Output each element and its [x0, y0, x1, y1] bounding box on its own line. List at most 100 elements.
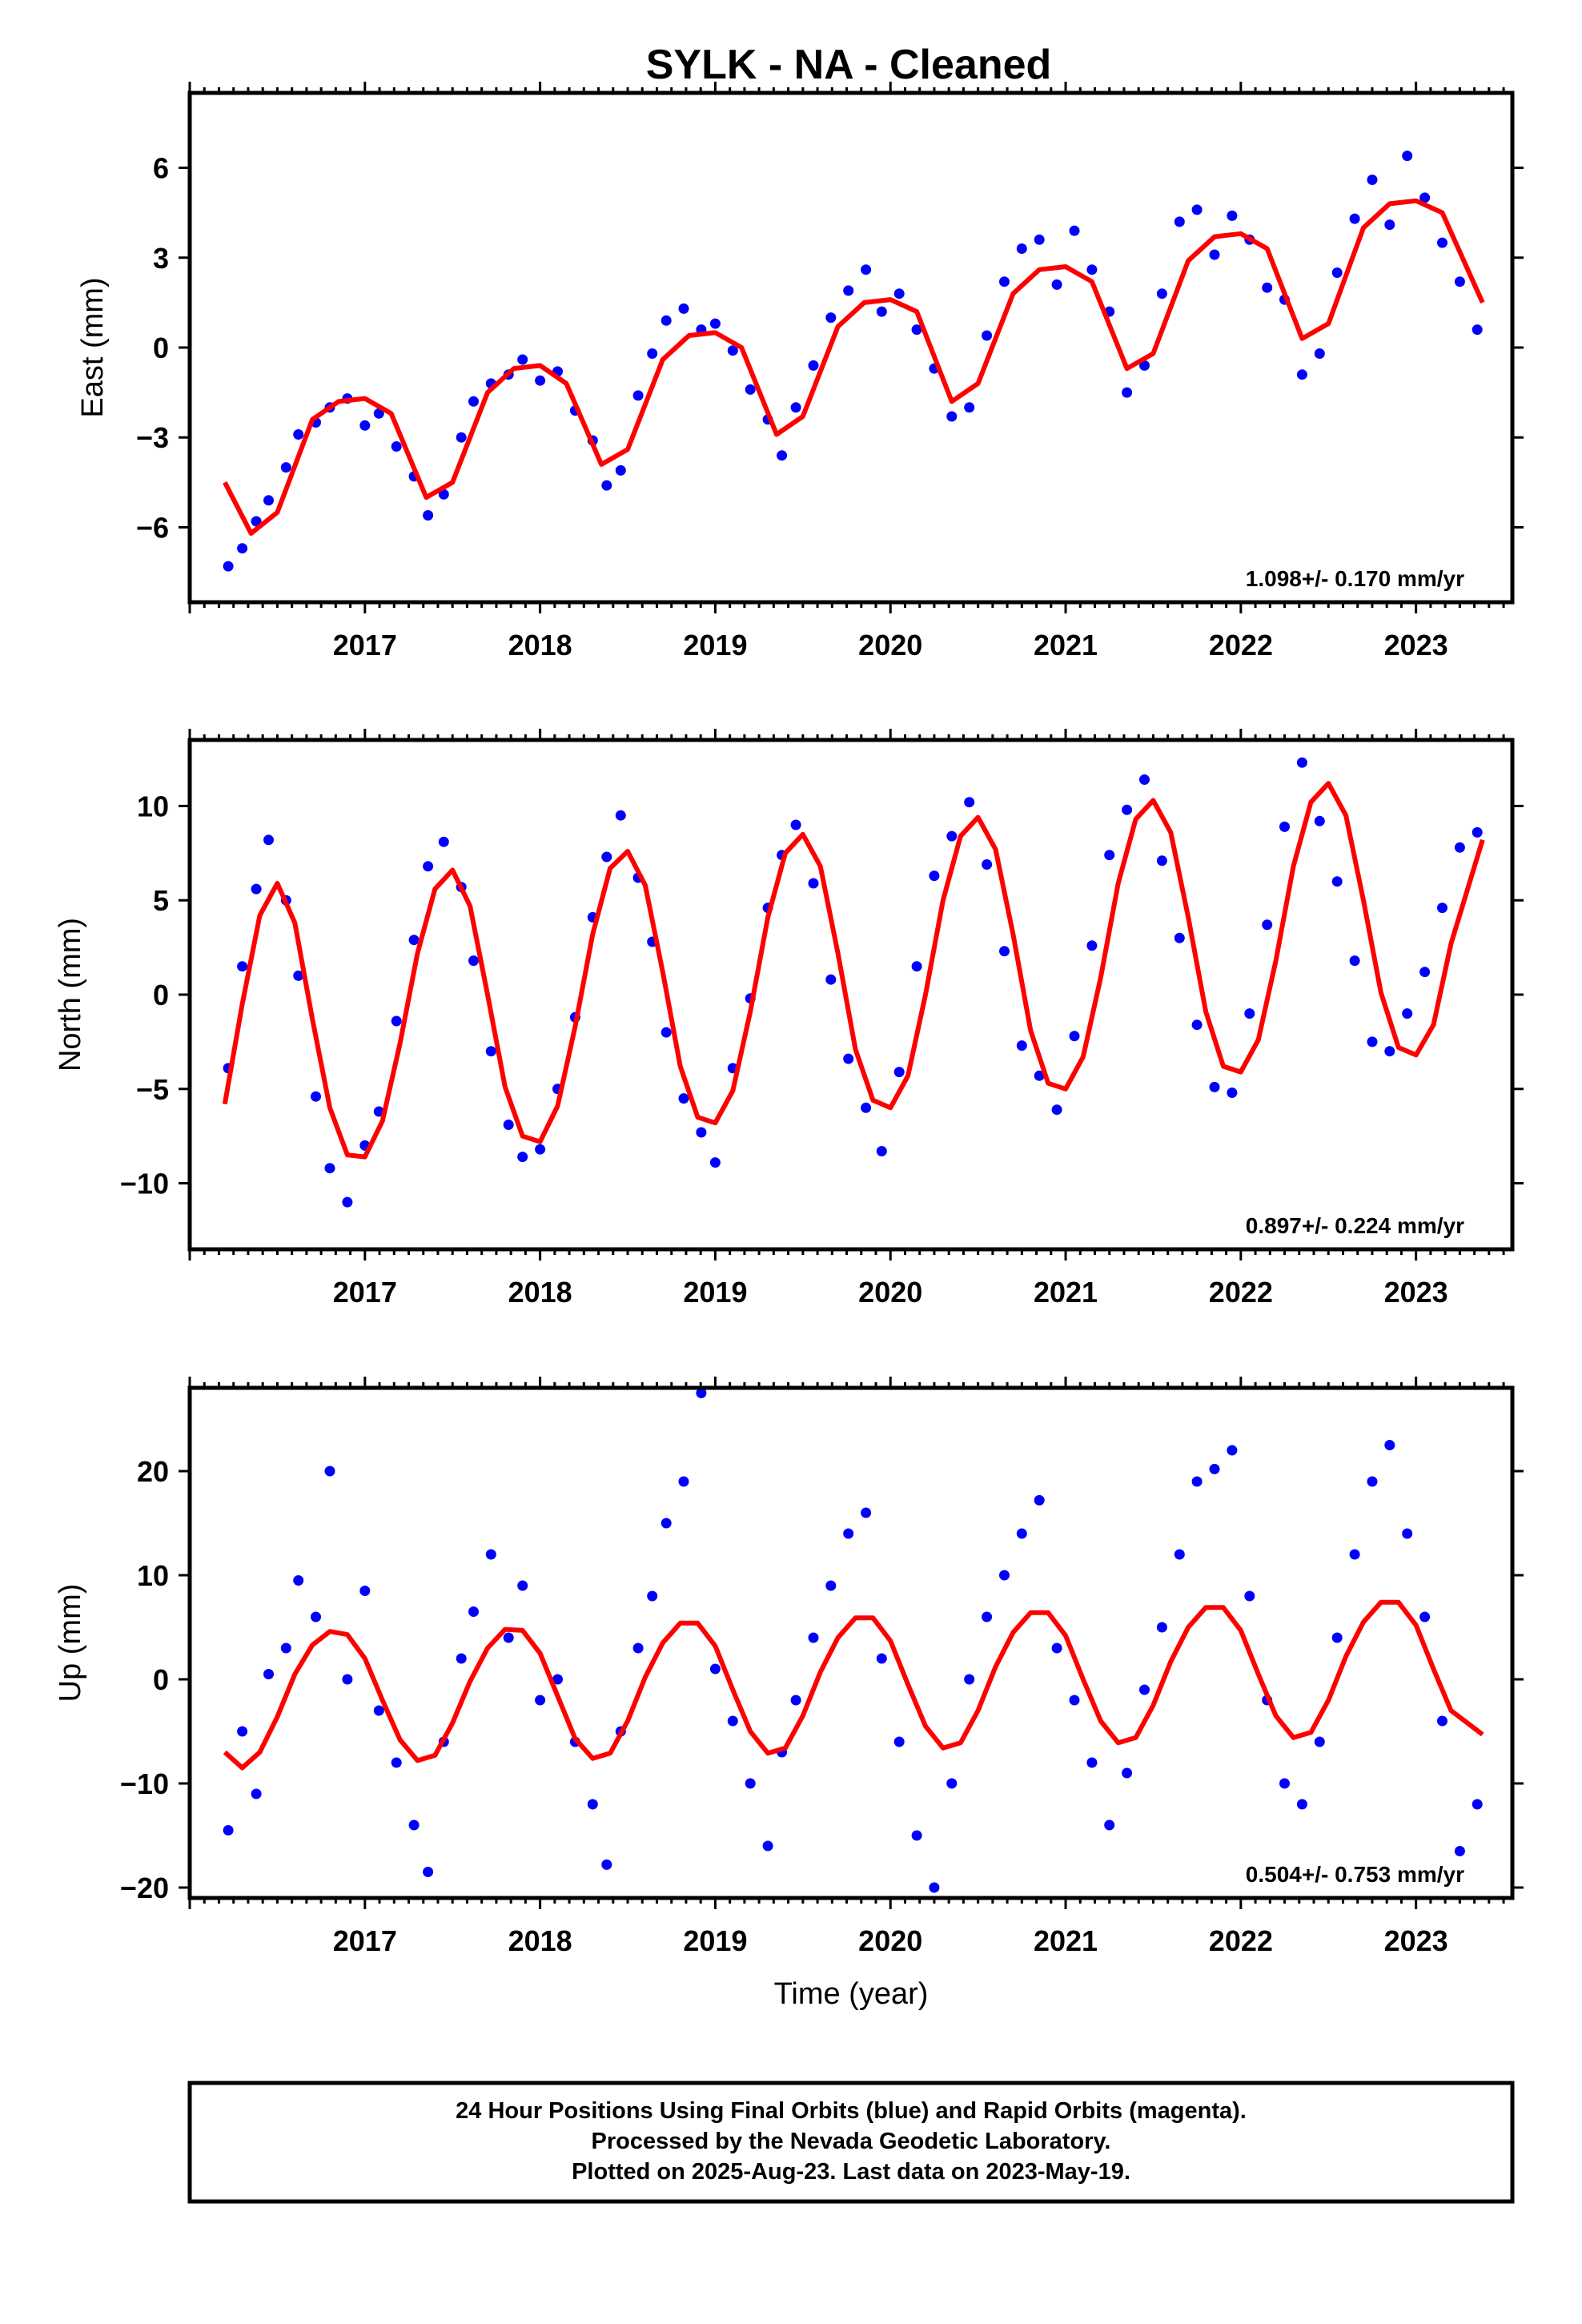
north-point — [1191, 1019, 1203, 1031]
up-point — [552, 1674, 563, 1685]
north-point — [1437, 903, 1447, 914]
up-point — [1314, 1736, 1325, 1747]
north-point — [1086, 940, 1098, 951]
north-point — [911, 961, 922, 972]
north-point — [946, 830, 958, 842]
up-point — [661, 1518, 672, 1529]
east-point — [373, 408, 384, 419]
up-point — [1174, 1549, 1185, 1560]
up-point — [893, 1736, 905, 1747]
east-point — [999, 276, 1010, 287]
footer-line-2: Processed by the Nevada Geodetic Laborat… — [592, 2129, 1111, 2154]
up-point — [678, 1476, 689, 1487]
north-point — [1349, 955, 1360, 967]
east-point — [1331, 267, 1343, 278]
east-point — [1384, 219, 1395, 231]
east-panel: 2017 2018 2019 2020 2021 2022 2023 −6 −3 0 3 6 East … — [76, 82, 1524, 661]
north-x-tick-label: 2023 — [1384, 1276, 1448, 1309]
north-point — [251, 883, 262, 895]
up-point — [517, 1580, 528, 1591]
north-point — [876, 1146, 887, 1156]
east-point — [251, 516, 262, 527]
up-rate-label: 0.504+/- 0.753 mm/yr — [1246, 1862, 1464, 1887]
up-point — [223, 1825, 234, 1835]
north-x-tick-label: 2018 — [508, 1276, 572, 1309]
up-point — [1419, 1611, 1431, 1622]
north-x-tick-label: 2020 — [858, 1276, 922, 1309]
north-point — [503, 1120, 514, 1130]
east-y-tick-label: 6 — [153, 152, 169, 185]
up-point — [342, 1674, 353, 1685]
up-point — [423, 1867, 434, 1877]
north-x-tick-label: 2017 — [333, 1276, 397, 1309]
north-x-tick-label: 2019 — [683, 1276, 747, 1309]
up-point — [293, 1575, 304, 1586]
up-point — [601, 1859, 612, 1870]
north-point — [982, 859, 993, 870]
east-point — [237, 543, 248, 554]
north-y-tick-label: 0 — [153, 979, 169, 1011]
east-point — [1086, 264, 1098, 275]
east-point — [1402, 151, 1413, 162]
up-x-tick-label: 2021 — [1034, 1924, 1098, 1957]
up-y-tick-label: −20 — [120, 1872, 169, 1904]
east-point — [1051, 279, 1062, 290]
north-y-tick-label: −10 — [120, 1168, 169, 1200]
up-point — [280, 1642, 291, 1654]
east-point — [1419, 192, 1431, 203]
up-y-tick-label: 10 — [137, 1559, 169, 1592]
up-point — [982, 1611, 993, 1622]
east-x-tick-label: 2021 — [1034, 629, 1098, 661]
north-fit-line — [222, 781, 1485, 1160]
north-point — [438, 836, 449, 847]
east-y-tick-label: −3 — [136, 421, 169, 454]
north-point — [423, 861, 434, 872]
east-point — [263, 495, 274, 506]
east-point — [1262, 282, 1273, 293]
east-y-tick-label: 3 — [153, 242, 169, 275]
north-point — [709, 1157, 721, 1168]
up-point — [359, 1586, 371, 1596]
north-point — [1419, 967, 1431, 978]
north-point — [1069, 1031, 1080, 1042]
north-point — [1244, 1008, 1255, 1019]
up-point — [964, 1674, 975, 1685]
up-point — [1034, 1494, 1045, 1506]
north-point — [1279, 821, 1290, 832]
up-point — [468, 1606, 479, 1617]
east-point — [438, 489, 449, 500]
east-point — [1174, 216, 1185, 227]
north-point — [1051, 1104, 1062, 1116]
north-point — [485, 1046, 496, 1057]
north-point — [999, 946, 1010, 957]
north-point — [468, 955, 479, 967]
footer-box: 24 Hour Positions Using Final Orbits (bl… — [187, 2081, 1515, 2204]
up-point — [1367, 1476, 1378, 1487]
up-fit-line — [223, 1599, 1484, 1771]
east-point — [893, 288, 905, 300]
north-point — [311, 1091, 321, 1102]
north-point — [1262, 919, 1273, 931]
up-point — [373, 1705, 384, 1716]
chart-title: SYLK - NA - Cleaned — [646, 42, 1052, 88]
up-panel: 2017 2018 2019 2020 2021 2022 2023 −20 −10 0 10 20 U… — [54, 1377, 1524, 2011]
east-point — [1454, 276, 1465, 287]
up-x-tick-label: 2018 — [508, 1924, 572, 1957]
up-point — [861, 1507, 872, 1518]
north-point — [843, 1053, 854, 1064]
north-point — [696, 1127, 707, 1138]
up-point — [946, 1778, 958, 1789]
up-point — [1191, 1476, 1203, 1487]
up-point — [762, 1840, 773, 1852]
east-point — [946, 411, 958, 422]
up-point — [790, 1695, 801, 1706]
east-x-tick-label: 2019 — [683, 629, 747, 661]
up-x-axis-label: Time (year) — [774, 1977, 929, 2011]
up-point — [1437, 1715, 1447, 1727]
up-point — [1209, 1463, 1220, 1474]
north-point — [535, 1144, 546, 1155]
north-point — [517, 1152, 528, 1163]
east-point — [661, 315, 672, 326]
north-point — [964, 797, 975, 808]
up-x-tick-label: 2022 — [1209, 1924, 1273, 1957]
